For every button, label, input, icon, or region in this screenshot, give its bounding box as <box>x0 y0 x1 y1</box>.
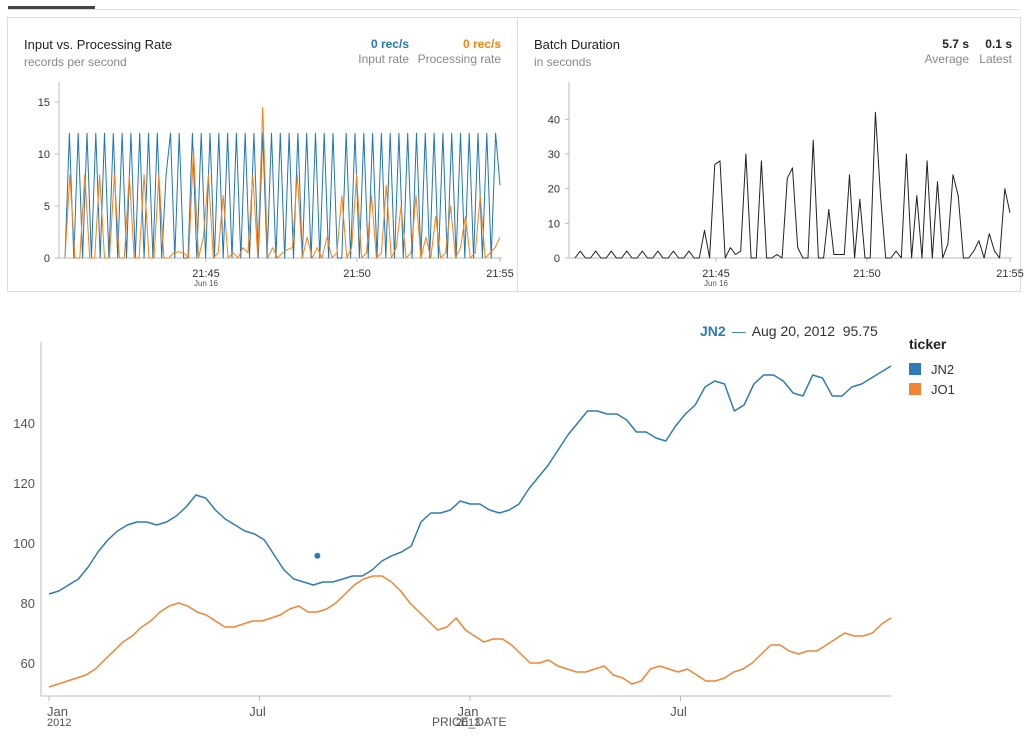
batch-x-tick-label: 21:45 <box>702 268 730 280</box>
rate-y-tick-label: 10 <box>38 149 50 161</box>
average-stat: 5.7 s Average <box>923 37 969 66</box>
batch-y-tick-label: 0 <box>554 253 560 265</box>
main-y-tick-label: 140 <box>13 416 35 431</box>
main-x-tick-label: Jul <box>670 704 687 719</box>
batch-card-title: Batch Duration <box>534 37 620 52</box>
main-y-tick-label: 60 <box>21 656 35 671</box>
main-x-tick-label: Jan <box>47 704 68 719</box>
batch-y-tick-label: 30 <box>548 149 560 161</box>
batch-y-tick-label: 10 <box>548 218 560 230</box>
rate-x-tick-label: 21:50 <box>343 268 371 280</box>
legend-title: ticker <box>909 336 947 352</box>
main-x-tick-label: Jul <box>249 704 266 719</box>
batch-y-tick-label: 40 <box>548 114 560 126</box>
top-divider <box>8 9 1019 10</box>
processing-rate-stat: 0 rec/s Processing rate <box>413 37 501 66</box>
legend: ticker JN2 JO1 <box>909 336 955 399</box>
tooltip-date: Aug 20, 2012 <box>751 323 835 339</box>
processing-rate-value: 0 rec/s <box>462 37 501 51</box>
rate-y-tick-label: 0 <box>44 253 50 265</box>
rate-series-line-0 <box>64 132 501 259</box>
main-x-tick-sublabel: 2012 <box>47 717 71 729</box>
input-rate-label: Input rate <box>358 52 409 66</box>
tab-indicator[interactable] <box>8 6 95 10</box>
main-y-tick-label: 80 <box>21 596 35 611</box>
batch-card: Batch Duration in seconds 5.7 s Average … <box>517 17 1024 292</box>
batch-card-subtitle: in seconds <box>534 55 592 69</box>
legend-label-jn2: JN2 <box>931 361 955 377</box>
hover-point <box>314 552 321 559</box>
processing-rate-label: Processing rate <box>417 52 501 66</box>
x-axis-label: PRICE_DATE <box>432 715 507 729</box>
latest-stat: 0.1 s Latest <box>972 37 1012 66</box>
batch-x-tick-label: 21:50 <box>853 268 881 280</box>
batch-series-line-0 <box>574 111 1011 259</box>
rate-x-tick-label: 21:45 <box>192 268 220 280</box>
rate-x-tick-sublabel: Jun 16 <box>194 279 219 288</box>
rate-card: Input vs. Processing Rate records per se… <box>7 17 518 292</box>
hover-tooltip: JN2 — Aug 20, 2012 95.75 <box>700 323 878 339</box>
rate-x-tick-label: 21:55 <box>486 268 514 280</box>
main-series-line-jo1 <box>48 575 892 688</box>
latest-value: 0.1 s <box>985 37 1012 51</box>
tooltip-value: 95.75 <box>842 323 878 339</box>
rate-y-tick-label: 5 <box>44 201 50 213</box>
legend-swatch-jn2 <box>909 363 921 375</box>
main-y-tick-label: 100 <box>13 536 35 551</box>
batch-y-tick-label: 20 <box>548 184 560 196</box>
input-rate-value: 0 rec/s <box>370 37 409 51</box>
legend-item-jn2[interactable]: JN2 <box>909 359 955 379</box>
rate-series-line-1 <box>64 106 501 259</box>
batch-x-tick-label: 21:55 <box>996 268 1024 280</box>
average-value: 5.7 s <box>942 37 969 51</box>
legend-label-jo1: JO1 <box>931 381 955 397</box>
input-rate-stat: 0 rec/s Input rate <box>355 37 409 66</box>
legend-item-jo1[interactable]: JO1 <box>909 379 955 399</box>
rate-card-subtitle: records per second <box>24 55 127 69</box>
tooltip-series: JN2 <box>700 323 726 339</box>
rate-y-tick-label: 15 <box>38 97 50 109</box>
tooltip-dash: — <box>731 323 746 339</box>
rate-card-title: Input vs. Processing Rate <box>24 37 173 52</box>
main-series-line-jn2 <box>48 365 892 595</box>
batch-x-tick-sublabel: Jun 16 <box>704 279 729 288</box>
latest-label: Latest <box>979 52 1012 66</box>
main-y-tick-label: 120 <box>13 476 35 491</box>
legend-swatch-jo1 <box>909 383 921 395</box>
average-label: Average <box>924 52 969 66</box>
